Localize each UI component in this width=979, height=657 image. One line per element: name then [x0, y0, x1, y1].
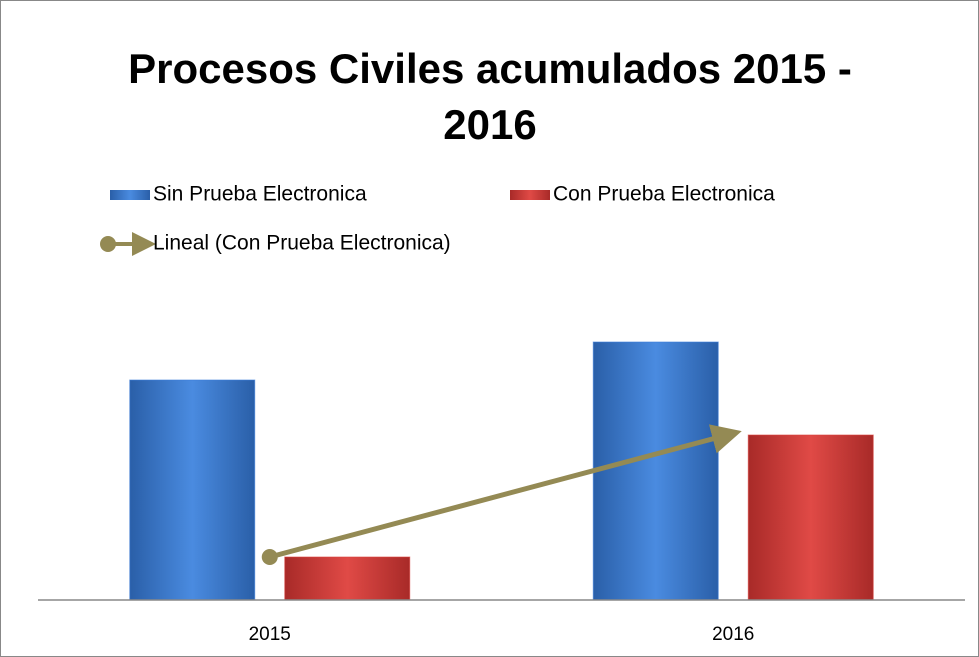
- chart-title: Procesos Civiles acumulados 2015 -: [128, 45, 852, 92]
- legend-label: Sin Prueba Electronica: [153, 183, 367, 206]
- legend-swatch: [510, 190, 550, 200]
- bar: [284, 556, 411, 601]
- legend-label: Con Prueba Electronica: [553, 183, 775, 206]
- legend-swatch: [110, 190, 150, 200]
- trendline: [269, 424, 742, 560]
- legend-label: Lineal (Con Prueba Electronica): [153, 232, 451, 255]
- legend-trend-dot: [100, 236, 116, 252]
- x-tick-label: 2016: [712, 624, 754, 645]
- chart-title: 2016: [443, 101, 536, 148]
- trendline-start: [261, 549, 278, 565]
- bar: [129, 379, 256, 601]
- bar: [747, 434, 874, 601]
- bar: [592, 341, 719, 601]
- x-tick-label: 2015: [249, 624, 291, 645]
